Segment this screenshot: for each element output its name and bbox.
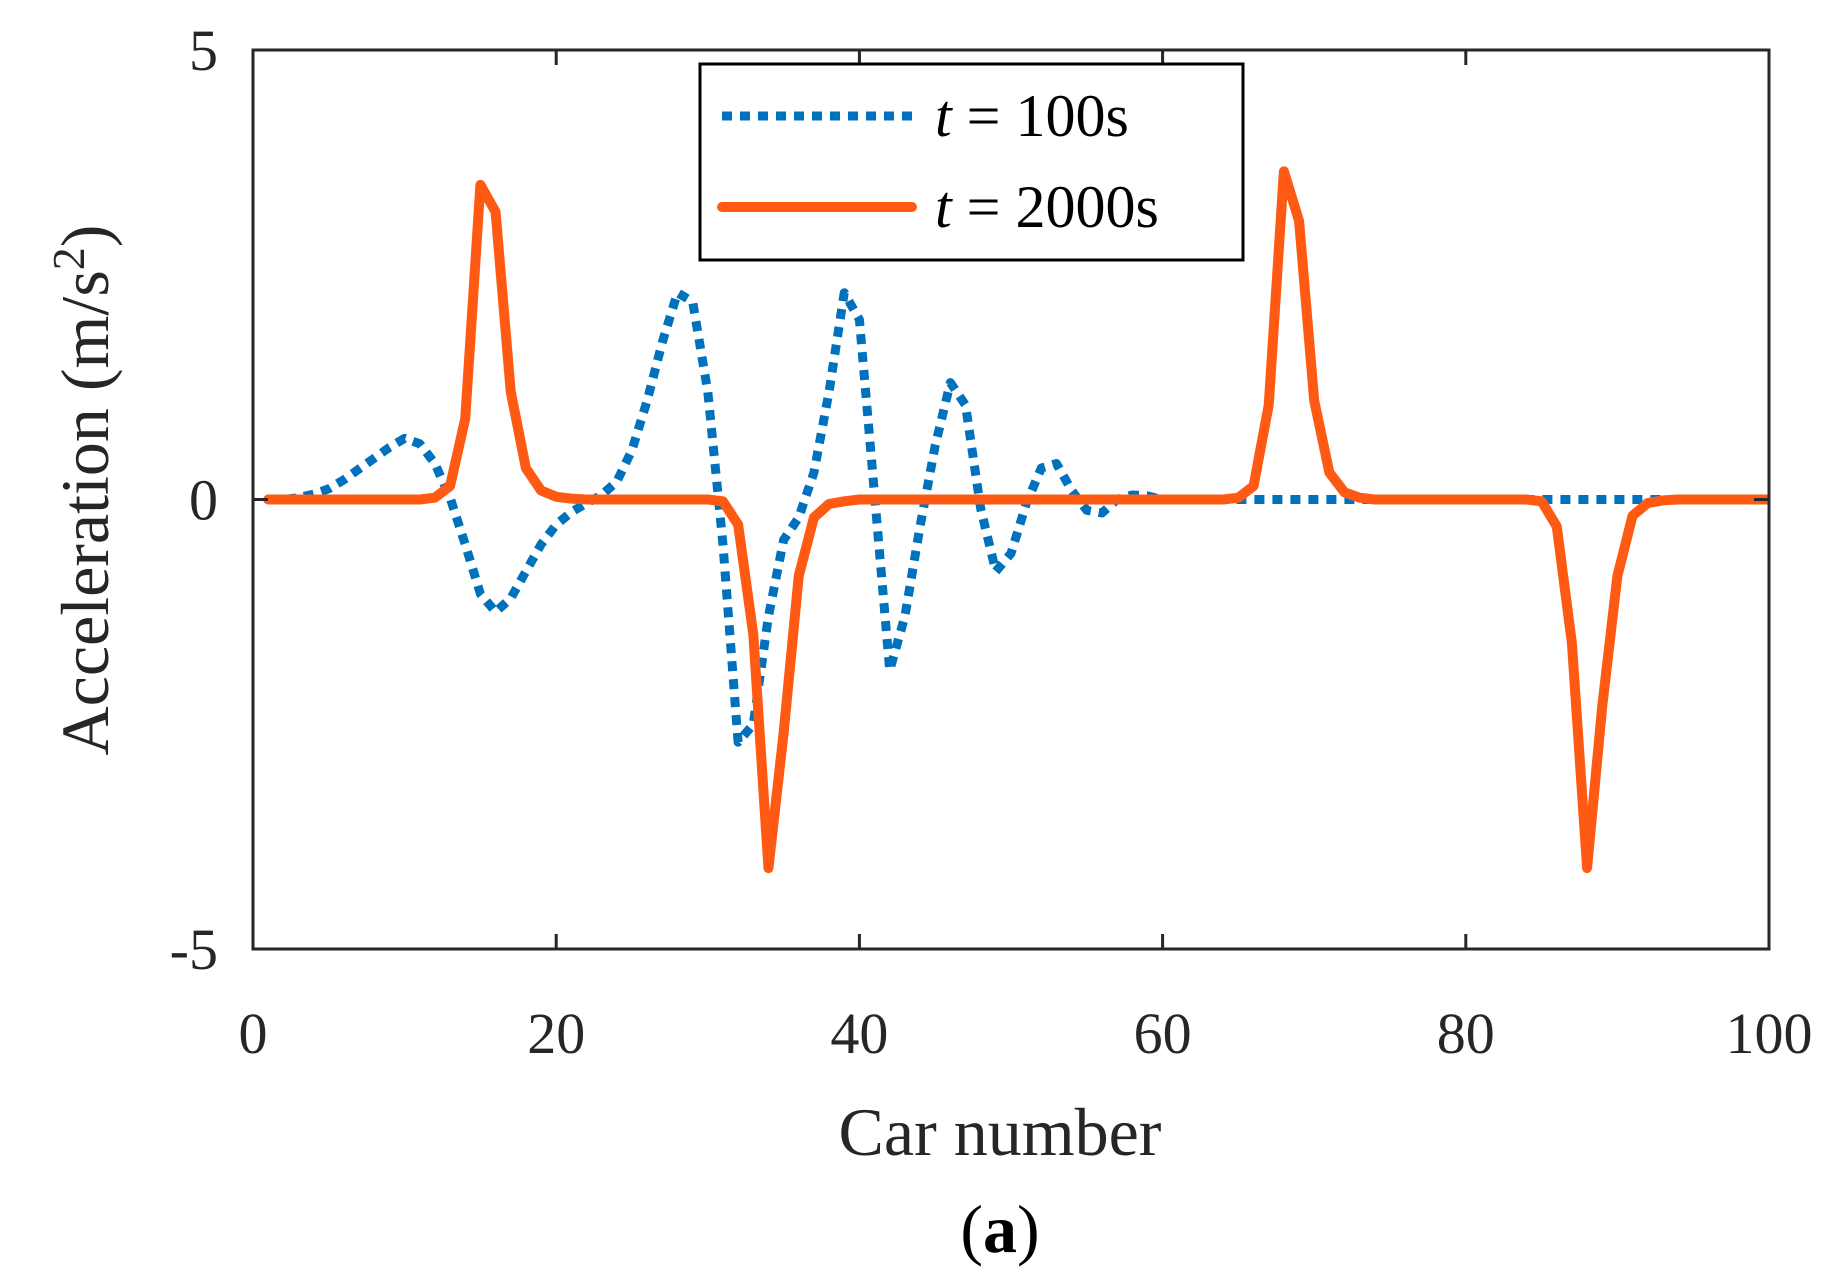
x-tick-label: 80 xyxy=(1437,1001,1495,1066)
legend-rest-series-2: = 2000s xyxy=(952,174,1159,240)
legend-label-series-1: t = 100s xyxy=(935,83,1129,149)
y-tick-label: 5 xyxy=(189,18,218,83)
legend: t = 100s t = 2000s xyxy=(698,62,1245,262)
caption-close: ) xyxy=(1017,1191,1040,1267)
x-tick-label: 40 xyxy=(830,1001,888,1066)
y-axis-label-superscript: 2 xyxy=(43,247,94,270)
legend-box xyxy=(698,62,1245,262)
y-tick-label: -5 xyxy=(170,917,218,982)
y-axis-label-main: Acceleration (m/s xyxy=(47,270,123,755)
x-tick-label: 20 xyxy=(527,1001,585,1066)
series-line-1 xyxy=(268,288,1769,747)
series-layer xyxy=(263,166,1769,874)
ticks-layer: 0 20 40 60 80 100 -5 0 5 xyxy=(170,18,1813,1066)
legend-rest-series-1: = 100s xyxy=(952,83,1129,149)
legend-label-series-2: t = 2000s xyxy=(935,174,1159,240)
series-line-2 xyxy=(263,166,1769,874)
legend-italic-series-1: t xyxy=(935,83,953,149)
legend-italic-series-2: t xyxy=(935,174,953,240)
y-axis-label-close: ) xyxy=(47,225,123,248)
x-axis-label: Car number xyxy=(839,1094,1162,1170)
x-tick-label: 60 xyxy=(1134,1001,1192,1066)
x-tick-label: 100 xyxy=(1726,1001,1813,1066)
caption-letter: a xyxy=(983,1191,1017,1267)
y-axis-label: Acceleration (m/s2) xyxy=(43,225,123,756)
x-tick-label: 0 xyxy=(239,1001,268,1066)
caption-open: ( xyxy=(960,1191,983,1267)
y-tick-label: 0 xyxy=(189,468,218,533)
figure-caption: (a) xyxy=(960,1191,1039,1267)
